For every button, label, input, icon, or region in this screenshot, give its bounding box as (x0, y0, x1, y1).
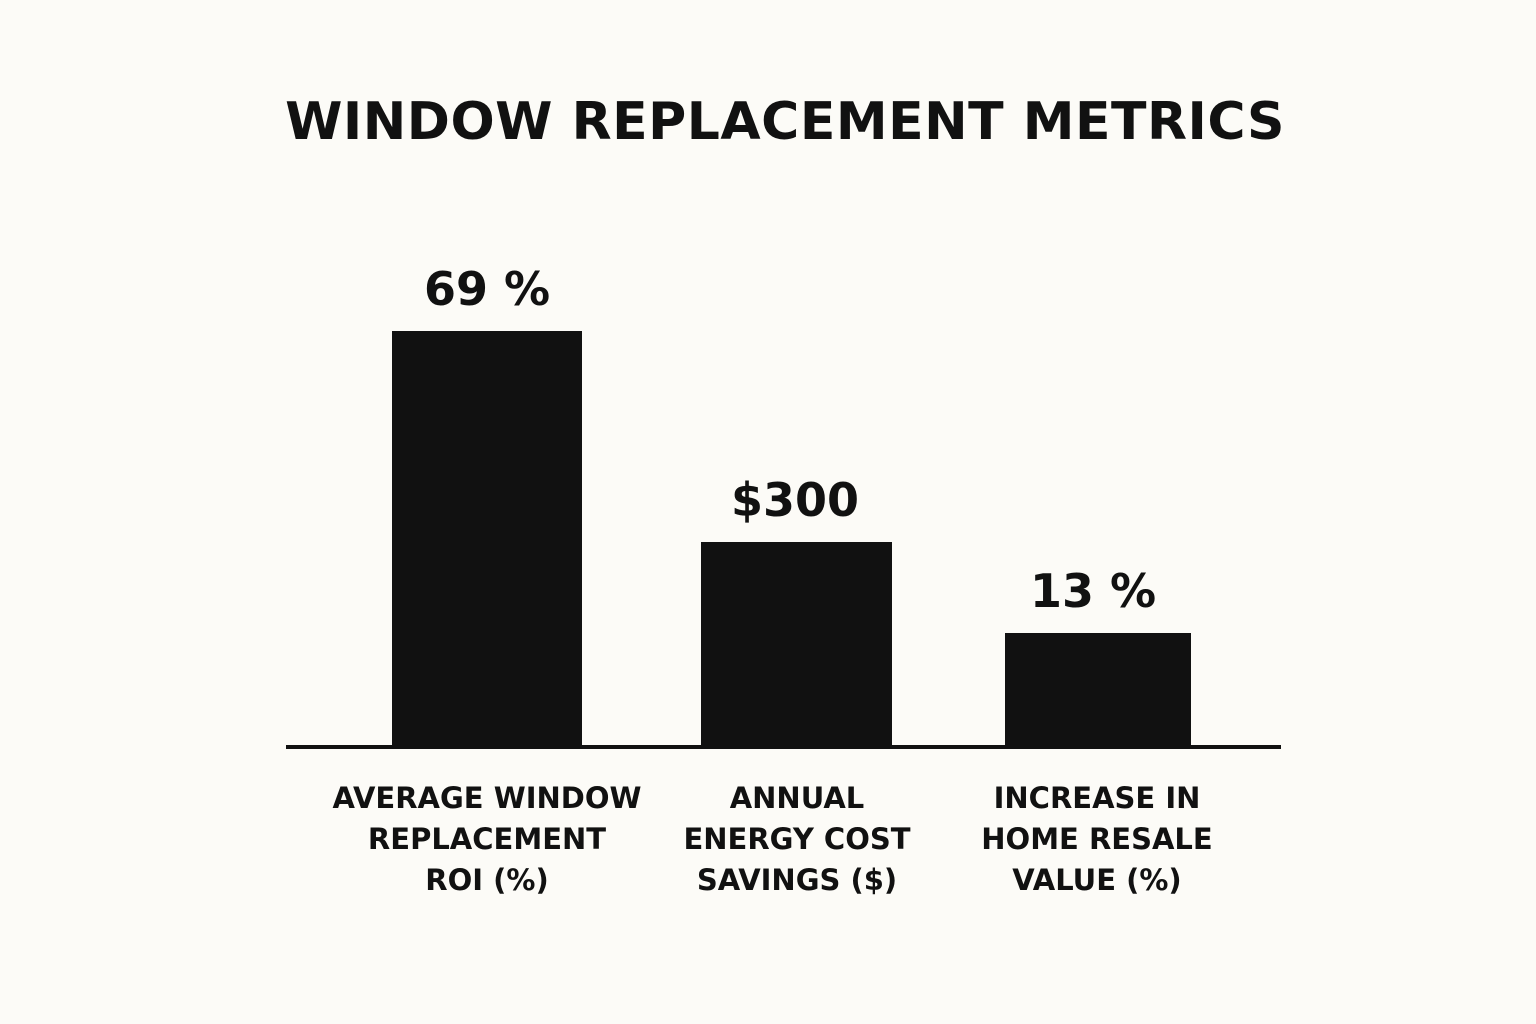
category-label-1-line-3: ROI (%) (425, 863, 548, 897)
category-label-2-line-1: ANNUAL (730, 781, 865, 815)
bar-2 (701, 542, 892, 746)
value-label-3: 13 % (1030, 564, 1156, 618)
bar-1 (392, 331, 582, 746)
category-label-1-line-1: AVERAGE WINDOW (333, 781, 642, 815)
value-label-2: $300 (731, 473, 859, 527)
category-label-2-line-3: SAVINGS ($) (697, 863, 897, 897)
category-label-1-line-2: REPLACEMENT (368, 822, 606, 856)
bar-3 (1005, 633, 1191, 746)
category-label-2-line-2: ENERGY COST (683, 822, 910, 856)
value-label-1: 69 % (424, 262, 550, 316)
category-labels-group: AVERAGE WINDOW REPLACEMENT ROI (%) ANNUAL EN… (333, 781, 1213, 897)
bars-group (392, 331, 1191, 746)
value-labels-group: 69 % $300 13 % (424, 262, 1156, 618)
category-label-3-line-1: INCREASE IN (994, 781, 1201, 815)
category-label-3-line-3: VALUE (%) (1012, 863, 1181, 897)
category-label-3-line-2: HOME RESALE (981, 822, 1212, 856)
chart-title: WINDOW REPLACEMENT METRICS (285, 92, 1285, 152)
